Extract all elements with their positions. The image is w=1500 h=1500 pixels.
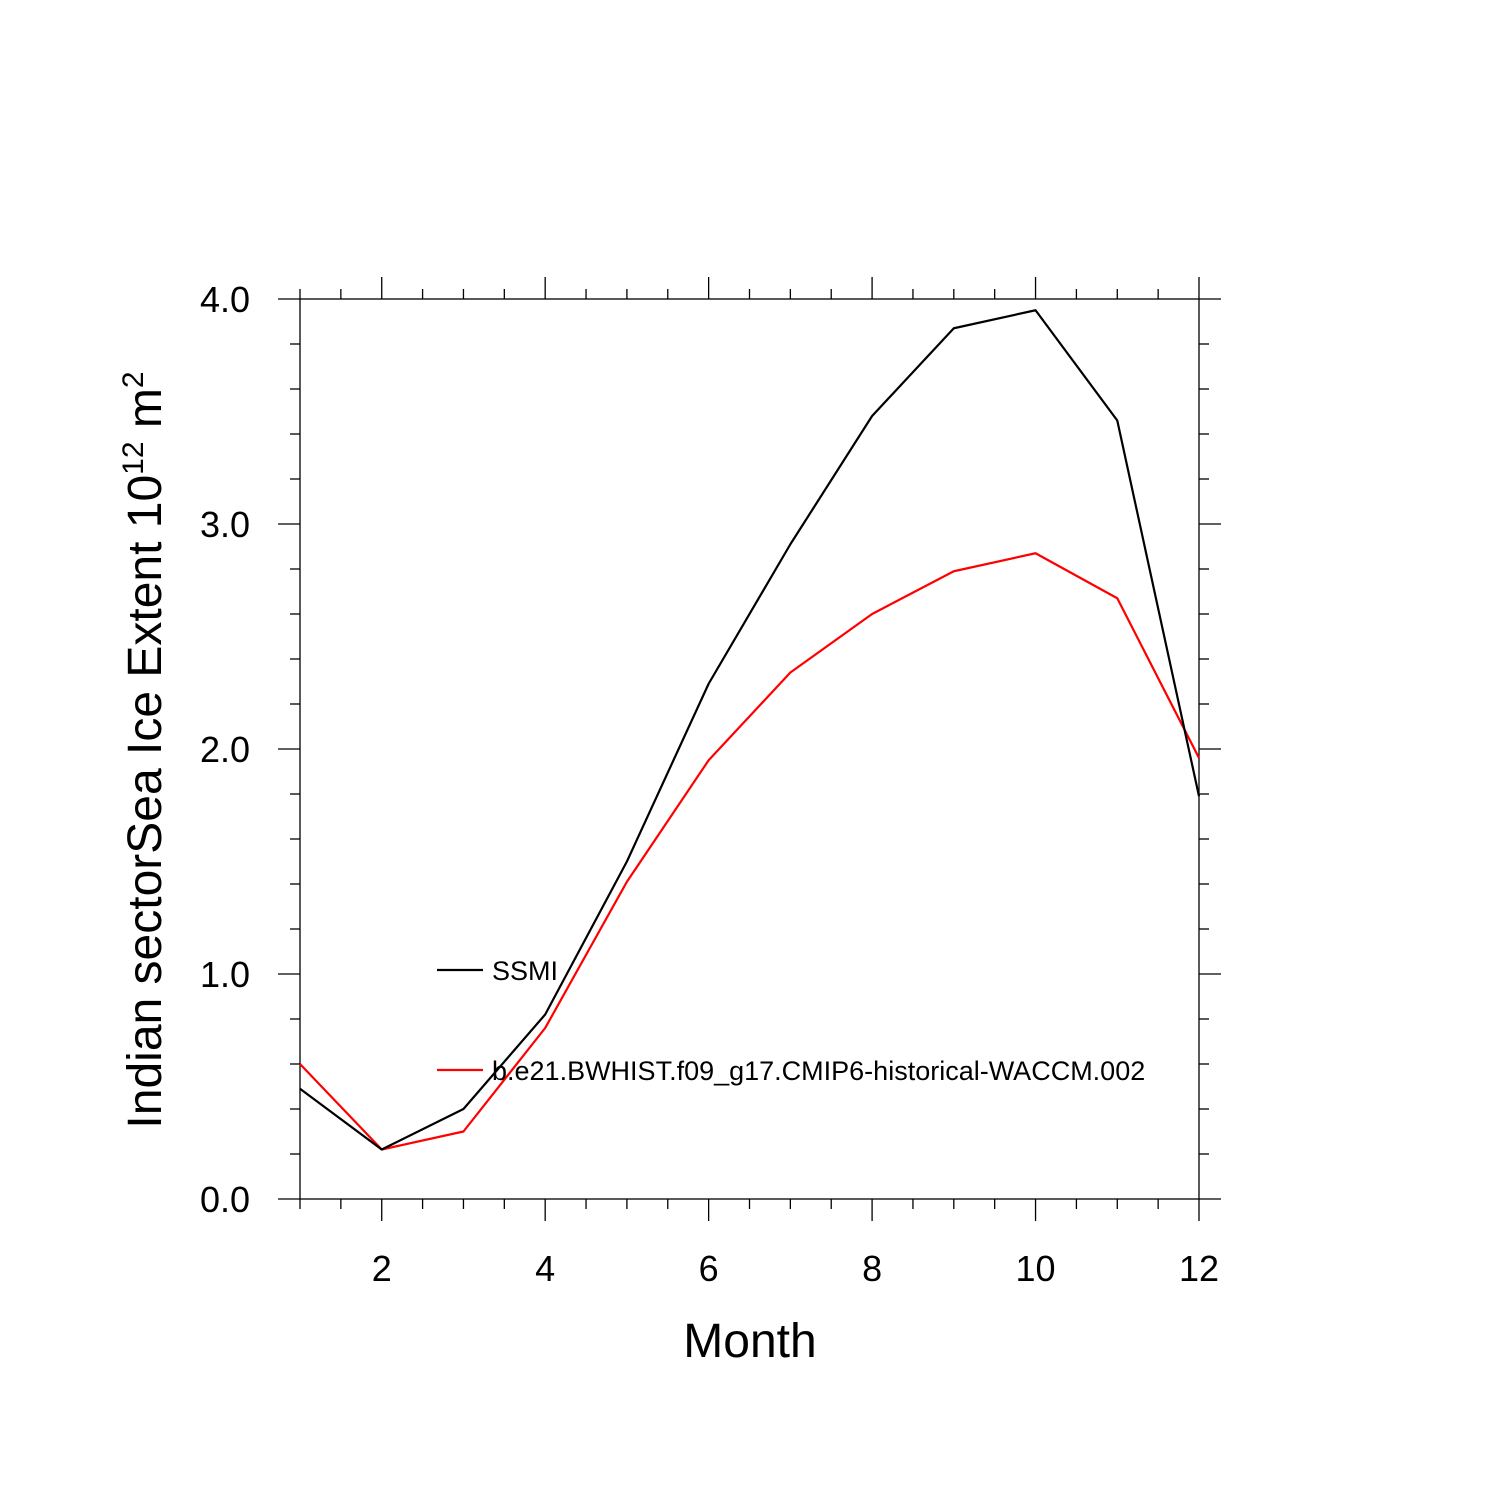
y-tick-label: 2.0 <box>200 729 250 770</box>
legend: SSMI b.e21.BWHIST.f09_g17.CMIP6-historica… <box>437 956 1145 1086</box>
x-tick-label: 12 <box>1179 1248 1219 1289</box>
y-tick-labels: 0.0 1.0 2.0 3.0 4.0 <box>200 279 250 1220</box>
x-tick-label: 4 <box>535 1248 555 1289</box>
x-tick-label: 8 <box>862 1248 882 1289</box>
y-tick-label: 1.0 <box>200 954 250 995</box>
y-axis-title-exponent: 12 <box>117 441 150 474</box>
svg-text:Indian sectorSea Ice Extent 10: Indian sectorSea Ice Extent 1012 m2 <box>117 371 172 1128</box>
y-axis-title-unit-exponent: 2 <box>117 371 150 388</box>
x-tick-label: 2 <box>372 1248 392 1289</box>
x-tick-labels: 2 4 6 8 10 12 <box>372 1248 1219 1289</box>
legend-label: b.e21.BWHIST.f09_g17.CMIP6-historical-WA… <box>492 1056 1145 1086</box>
x-axis-title: Month <box>683 1315 816 1368</box>
series-line-waccm <box>299 552 1200 1151</box>
series-lines <box>299 309 1201 1151</box>
y-axis-title-unit: m <box>119 388 172 441</box>
x-tick-label: 6 <box>699 1248 719 1289</box>
y-axis-title-main: Indian sectorSea Ice Extent 10 <box>119 475 172 1129</box>
x-tick-label: 10 <box>1016 1248 1056 1289</box>
y-tick-label: 0.0 <box>200 1179 250 1220</box>
axis-ticks <box>278 277 1221 1221</box>
y-axis-title: Indian sectorSea Ice Extent 1012 m2 <box>117 371 172 1128</box>
y-tick-label: 4.0 <box>200 279 250 320</box>
series-line-ssmi <box>299 309 1201 1151</box>
y-tick-label: 3.0 <box>200 504 250 545</box>
legend-label: SSMI <box>492 956 558 986</box>
